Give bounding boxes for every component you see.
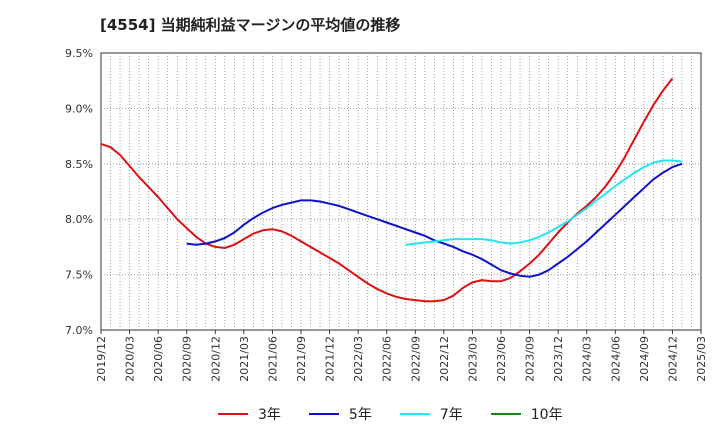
x-tick-label: 2020/12: [209, 336, 222, 382]
x-tick-label: 2024/06: [609, 336, 622, 382]
legend-swatch: [490, 413, 521, 415]
legend-item: 10年: [490, 404, 563, 424]
x-tick-label: 2020/06: [152, 336, 165, 382]
grid-layer: [100, 52, 702, 331]
legend-label: 3年: [258, 407, 281, 423]
series-line-7年: [405, 159, 683, 246]
plot-frame: [100, 52, 702, 331]
x-tick-label: 2025/03: [695, 336, 708, 382]
x-tick-label: 2023/09: [524, 336, 537, 382]
x-tick-label: 2024/09: [638, 336, 651, 382]
x-tick-label: 2020/03: [124, 336, 137, 382]
x-tick-label: 2021/03: [238, 336, 251, 382]
x-tick-label: 2023/06: [495, 336, 508, 382]
legend-label: 7年: [439, 407, 463, 423]
axis-layer: 7.0% 7.5% 8.0% 8.5% 9.0% 9.5% 2019/12 2020/03 20…: [65, 47, 708, 382]
legend-swatch: [218, 413, 248, 415]
x-tick-label: 2021/06: [266, 336, 279, 382]
x-tick-label: 2022/12: [438, 336, 451, 382]
legend-item: 7年: [399, 404, 463, 424]
y-tick-label: 7.0%: [65, 324, 93, 337]
chart-title: [4554] 当期純利益マージンの平均値の推移: [100, 16, 401, 34]
legend-label: 5年: [348, 407, 372, 423]
x-tick-label: 2022/09: [409, 336, 422, 382]
x-tick-label: 2022/06: [381, 336, 394, 382]
x-tick-label: 2023/03: [466, 336, 479, 382]
x-tick-label: 2023/12: [552, 336, 565, 382]
x-tick-label: 2020/09: [181, 336, 194, 382]
legend-label: 10年: [530, 407, 563, 423]
y-tick-label: 9.5%: [65, 47, 93, 60]
y-tick-label: 9.0%: [65, 102, 93, 115]
y-tick-label: 8.5%: [65, 158, 93, 171]
x-tick-label: 2024/03: [581, 336, 594, 382]
series-layer: [100, 77, 683, 303]
x-tick-label: 2021/09: [295, 336, 308, 382]
x-tick-label: 2022/03: [352, 336, 365, 382]
x-tick-label: 2019/12: [95, 336, 108, 382]
legend-item: 3年: [218, 404, 281, 424]
x-tick-label: 2024/12: [666, 336, 679, 382]
x-tick-label: 2021/12: [324, 336, 337, 382]
y-tick-label: 8.0%: [65, 213, 93, 226]
series-line-5年: [186, 162, 683, 278]
legend: 3年 5年 7年 10年: [218, 404, 591, 424]
legend-item: 5年: [308, 404, 372, 424]
y-tick-label: 7.5%: [65, 269, 93, 282]
legend-swatch: [399, 413, 430, 415]
legend-swatch: [308, 413, 339, 415]
